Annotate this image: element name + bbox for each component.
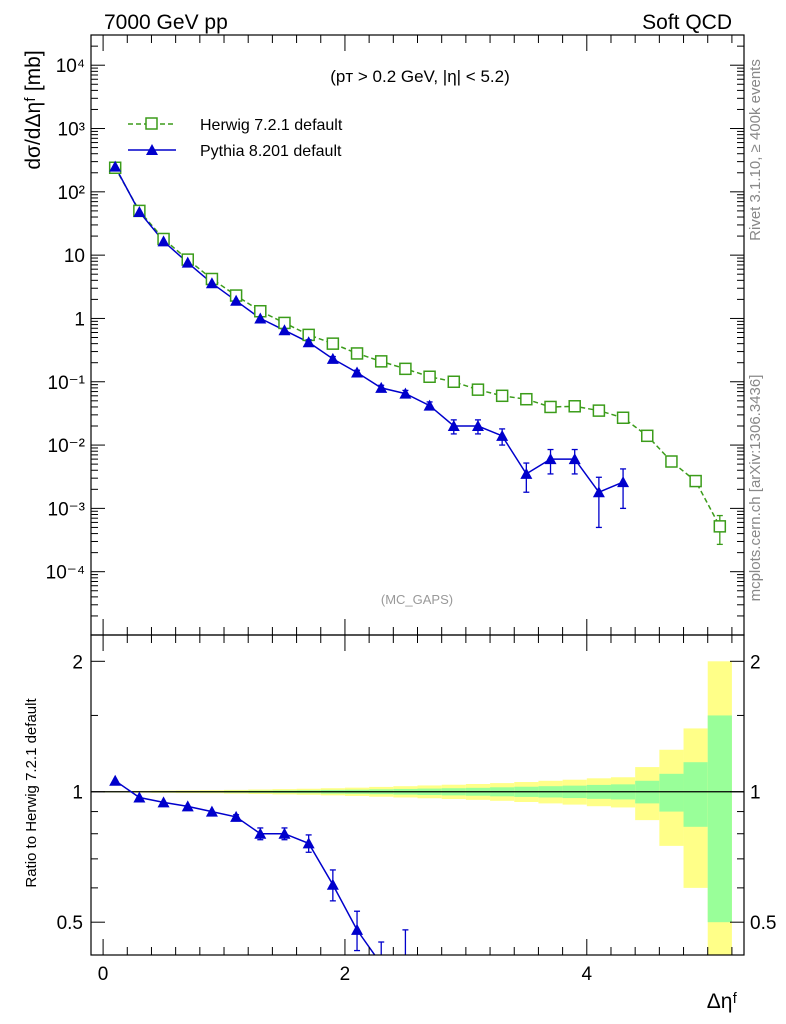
herwig-point — [399, 362, 412, 376]
herwig-point — [350, 347, 364, 360]
pythia-point — [278, 324, 291, 336]
main-y-tick-label: 10⁴ — [56, 56, 85, 77]
main-y-tick-label: 10 — [64, 246, 85, 267]
herwig-point — [641, 429, 654, 443]
pythia-point — [520, 467, 533, 479]
herwig-point — [544, 400, 557, 414]
pythia-line — [114, 166, 624, 494]
legend: Herwig 7.2.1 default Pythia 8.201 defaul… — [128, 117, 343, 160]
main-y-tick-label: 10⁻¹ — [48, 373, 86, 394]
pythia-point — [109, 160, 122, 172]
pythia-point — [471, 420, 484, 432]
pythia-ratio-point — [326, 878, 339, 890]
x-tick-label: 2 — [340, 964, 351, 985]
ratio-green-band — [707, 715, 732, 923]
ratio-plot — [91, 661, 744, 969]
mcplots-label: mcplots.cern.ch [arXiv:1306.3436] — [747, 375, 764, 602]
axes: 10⁴ 10³ 10² 10 1 10⁻¹ 10⁻² 10⁻³ 10⁻⁴ 2 2 1 1 0.5 0.5 0 2… — [46, 34, 776, 985]
cut-label: (pᴛ > 0.2 GeV, |η| < 5.2) — [330, 67, 510, 86]
main-y-tick-label: 10⁻² — [48, 436, 86, 457]
ratio-ylabel: Ratio to Herwig 7.2.1 default — [23, 698, 40, 888]
pythia-point — [133, 206, 146, 218]
ratio-green-band — [659, 773, 684, 812]
legend-pythia-marker — [146, 144, 158, 155]
pythia-point — [157, 235, 170, 247]
legend-pythia-label: Pythia 8.201 default — [200, 143, 342, 160]
pythia-ratio-point — [157, 796, 170, 808]
pythia-ratio-point — [109, 774, 122, 786]
pythia-point — [254, 312, 267, 324]
pythia-point — [351, 366, 364, 378]
herwig-point — [471, 383, 485, 396]
pythia-point — [544, 453, 557, 465]
herwig-line — [114, 167, 721, 527]
legend-herwig-marker — [145, 117, 158, 130]
x-axis-label: Δηᶠ — [707, 990, 738, 1013]
pythia-point — [326, 352, 339, 364]
analysis-tag: (MC_GAPS) — [381, 592, 453, 607]
pythia-ratio-point — [205, 805, 218, 817]
pythia-ratio-point — [351, 923, 364, 935]
pythia-point — [230, 294, 243, 306]
herwig-point — [689, 474, 702, 488]
herwig-point — [423, 370, 436, 383]
main-frame — [90, 34, 745, 636]
herwig-point — [374, 355, 388, 368]
main-y-tick-label: 10⁻³ — [48, 499, 86, 520]
pythia-point — [302, 336, 315, 348]
x-tick-label: 0 — [98, 964, 109, 985]
legend-herwig-label: Herwig 7.2.1 default — [200, 117, 343, 134]
herwig-point — [665, 455, 678, 468]
pythia-ratio-point — [181, 800, 194, 812]
herwig-point — [326, 337, 340, 350]
ratio-y-tick-label: 0.5 — [57, 913, 83, 934]
pythia-point — [447, 420, 460, 432]
pythia-point — [375, 381, 388, 393]
main-y-tick-label: 1 — [74, 309, 85, 330]
herwig-point — [520, 392, 533, 406]
pythia-ratio-point — [278, 827, 291, 839]
header-left-label: 7000 GeV pp — [104, 11, 228, 34]
pythia-point — [496, 429, 509, 441]
herwig-point — [616, 411, 630, 425]
herwig-point — [592, 404, 606, 417]
main-y-tick-label: 10⁻⁴ — [46, 563, 85, 584]
herwig-point — [713, 520, 727, 533]
herwig-point — [447, 375, 461, 389]
main-ylabel: dσ/dΔηᶠ [mb] — [22, 50, 45, 169]
ratio-y-tick-label: 2 — [72, 652, 83, 673]
pythia-point — [205, 277, 218, 289]
pythia-ratio-line — [114, 780, 376, 955]
ratio-green-band — [683, 762, 708, 827]
pythia-point — [592, 486, 605, 498]
main-plot — [108, 160, 727, 546]
main-y-tick-label: 10² — [58, 183, 85, 204]
pythia-point — [181, 256, 194, 268]
pythia-point — [423, 399, 436, 411]
pythia-point — [617, 476, 630, 488]
pythia-point — [399, 387, 412, 399]
x-tick-label: 4 — [582, 964, 593, 985]
pythia-ratio-point — [133, 791, 146, 803]
ratio-y-tick-label: 1 — [72, 783, 83, 804]
ratio-y-tick-label-right: 1 — [750, 783, 761, 804]
ratio-y-tick-label-right: 0.5 — [750, 913, 776, 934]
herwig-point — [495, 389, 509, 403]
ratio-y-tick-label-right: 2 — [750, 652, 761, 673]
herwig-point — [568, 400, 581, 413]
main-y-tick-label: 10³ — [58, 120, 85, 141]
header-right-label: Soft QCD — [642, 11, 732, 34]
pythia-ratio-point — [254, 827, 267, 839]
pythia-point — [568, 453, 581, 465]
pythia-ratio-point — [230, 810, 243, 822]
pythia-ratio-point — [375, 958, 387, 969]
ratio-series-group — [109, 774, 409, 969]
pythia-ratio-point — [302, 837, 315, 849]
rivet-label: Rivet 3.1.10, ≥ 400k events — [747, 59, 764, 241]
